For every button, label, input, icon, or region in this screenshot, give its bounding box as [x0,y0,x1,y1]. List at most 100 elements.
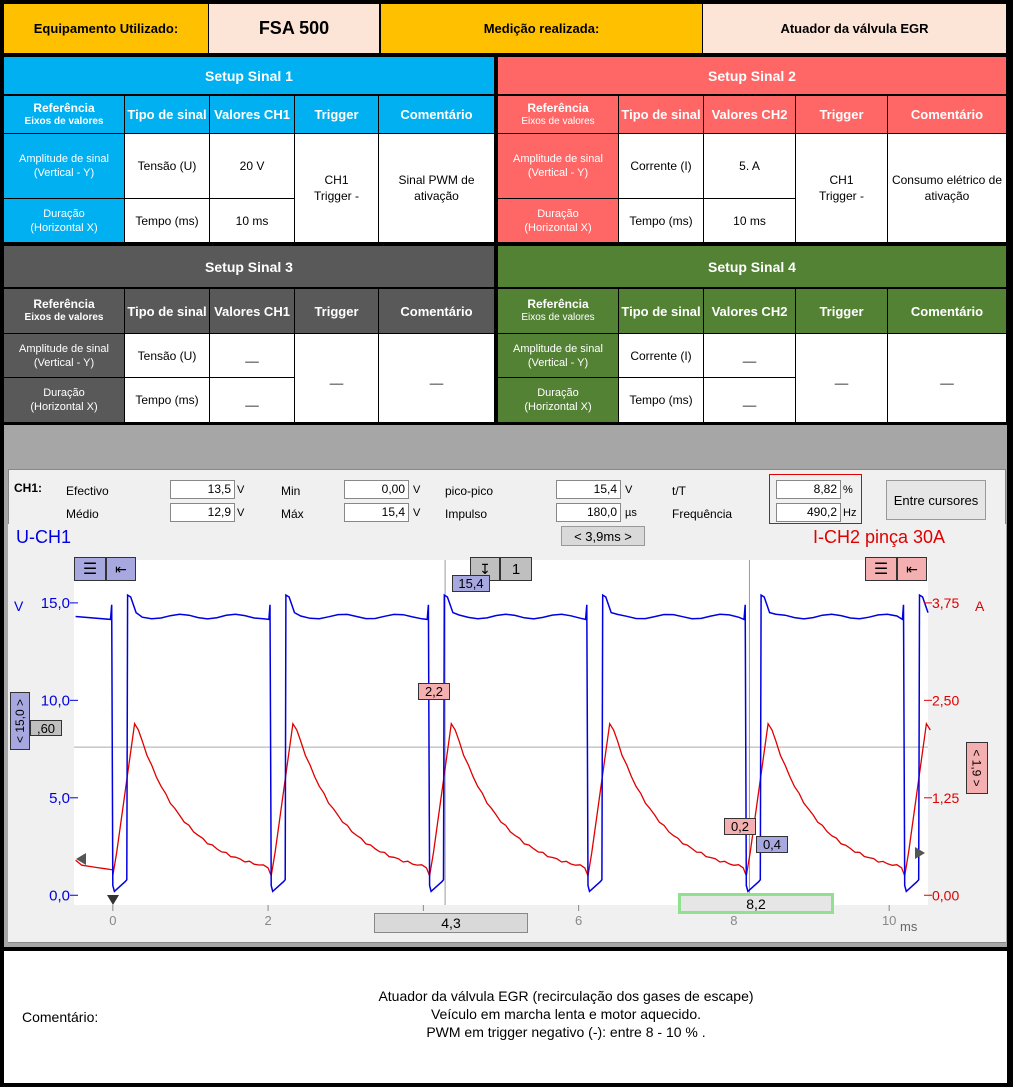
setup1-comment: Sinal PWM de ativação [379,134,494,242]
setup2-trigger: CH1 Trigger - [796,134,887,242]
ch2-position-icon[interactable]: ⇤ [897,557,927,581]
pp-label: pico-pico [445,484,494,498]
entre-cursores-button[interactable]: Entre cursores [886,480,986,520]
y-right-tick-label-0: 0,00 [932,887,959,903]
right-scale-tag[interactable]: < 1,9 > [966,742,988,794]
ch1-trace [75,593,929,893]
trigger-pos-arrow-icon[interactable] [107,895,119,905]
measurement-panel: CH1: Efectivo Médio 13,5 12,9 V V Min Má… [8,474,1006,524]
setup2-valores-header: Valores CH2 [704,96,795,133]
setup2-comment-header: Comentário [888,96,1006,133]
x-tick-label-1: 2 [264,913,271,928]
ch1-zoom-icon[interactable]: ☰ [74,557,106,581]
footer-label: Comentário: [22,1009,99,1025]
max-label: Máx [281,507,304,521]
setup4-dur-val: __ [704,378,795,422]
max-value: 15,4 [344,503,409,522]
cursor1-label[interactable]: 4,3 [374,913,528,933]
setup3-trigger-header: Trigger [295,289,378,333]
setup3-amp-val: __ [210,334,294,377]
measure-label-cell: Medição realizada: [381,4,702,53]
y-right-tick-label-3: 3,75 [932,595,959,611]
trigger-level-tag[interactable]: ,60 [30,720,62,736]
timebase-tag[interactable]: < 3,9ms > [561,526,645,546]
footer-line1: Atuador da válvula EGR (recirculação dos… [378,988,754,1004]
x-tick-label-4: 8 [730,913,737,928]
setup4-dur-tipo: Tempo (ms) [619,378,703,422]
y-right-tick-label-2: 2,50 [932,692,959,708]
setup1-tipo-header: Tipo de sinal [125,96,209,133]
efectivo-unit: V [237,484,245,496]
y-right-tick-label-1: 1,25 [932,790,959,806]
setup3-valores-header: Valores CH1 [210,289,294,333]
marker-i-peak: 2,2 [418,683,450,700]
impulso-unit: µs [625,507,637,519]
setup1-amp-val: 20 V [210,134,294,198]
left-zero-arrow-icon[interactable] [76,853,86,865]
setup2-amp-tipo: Corrente (I) [619,134,703,198]
y-left-tick-label-0: 0,0 [49,887,70,904]
equip-label: Equipamento Utilizado: [33,21,179,36]
setup4-valores-header: Valores CH2 [704,289,795,333]
setup4-tipo-header: Tipo de sinal [619,289,703,333]
equip-label-cell: Equipamento Utilizado: [4,4,208,53]
setup4-trigger-header: Trigger [796,289,887,333]
pp-value: 15,4 [556,480,621,499]
setup1-dur-label: Duração (Horizontal X) [4,199,124,242]
medio-label: Médio [66,507,99,521]
setup4-dur-label: Duração (Horizontal X) [498,378,618,422]
setup2-dur-tipo: Tempo (ms) [619,199,703,242]
ch1-position-icon[interactable]: ⇤ [106,557,136,581]
left-scale-tag[interactable]: < 15,0 > [10,692,30,750]
setup2-comment: Consumo elétrico de ativação [888,134,1006,242]
setup4-amp-val: __ [704,334,795,377]
equip-value: FSA 500 [258,18,330,38]
setup2-dur-label: Duração (Horizontal X) [498,199,618,242]
impulso-value: 180,0 [556,503,621,522]
x-tick-label-5: 10 [882,913,896,928]
setup2-trigger-header: Trigger [796,96,887,133]
setup4-comment-header: Comentário [888,289,1006,333]
setup3-amp-label: Amplitude de sinal (Vertical - Y) [4,334,124,377]
setup1-title: Setup Sinal 1 [4,57,494,94]
left-unit: V [14,598,24,614]
y-left-tick-label-3: 15,0 [41,595,70,612]
setup1-amp-label: Amplitude de sinal (Vertical - Y) [4,134,124,198]
setup3-title: Setup Sinal 3 [4,246,494,287]
trigger-channel-button[interactable]: 1 [500,557,532,581]
setup1-trigger: CH1 Trigger - [295,134,378,242]
setup2-tipo-header: Tipo de sinal [619,96,703,133]
x-tick-label-0: 0 [109,913,116,928]
right-unit: A [975,598,985,614]
min-unit: V [413,484,421,496]
y-left-tick-label-1: 5,0 [49,790,70,807]
tt-value: 8,82 [776,480,841,499]
ch2-trace [75,721,931,879]
tt-unit: % [843,484,853,496]
measure-label: Medição realizada: [483,21,600,36]
setup4-amp-tipo: Corrente (I) [619,334,703,377]
medio-value: 12,9 [170,503,235,522]
setup4-ref-header: Referência Eixos de valores [498,289,618,333]
marker-u-top: 15,4 [452,575,490,592]
left-axis-ticks: 0,0 5,0 10,0 15,0 [41,595,78,904]
marker-i-low: 0,2 [724,818,756,835]
setup1-comment-header: Comentário [379,96,494,133]
measure-value: Atuador da válvula EGR [780,21,929,36]
right-axis-ticks: 0,00 1,25 2,50 3,75 [924,595,959,903]
setup1-amp-tipo: Tensão (U) [125,134,209,198]
ch2-zoom-icon[interactable]: ☰ [865,557,897,581]
efectivo-value: 13,5 [170,480,235,499]
right-zero-arrow-icon[interactable] [915,847,925,859]
setup4-amp-label: Amplitude de sinal (Vertical - Y) [498,334,618,377]
setup4-trigger: __ [796,334,887,422]
freq-label: Frequência [672,507,733,521]
plot-area [74,560,928,905]
setup3-dur-tipo: Tempo (ms) [125,378,209,422]
footer-line3: PWM em trigger negativo (-): entre 8 - 1… [426,1024,706,1040]
cursor2-label[interactable]: 8,2 [678,893,834,914]
setup3-ref-header: Referência Eixos de valores [4,289,124,333]
pp-unit: V [625,484,633,496]
min-label: Min [281,484,301,498]
efectivo-label: Efectivo [66,484,109,498]
